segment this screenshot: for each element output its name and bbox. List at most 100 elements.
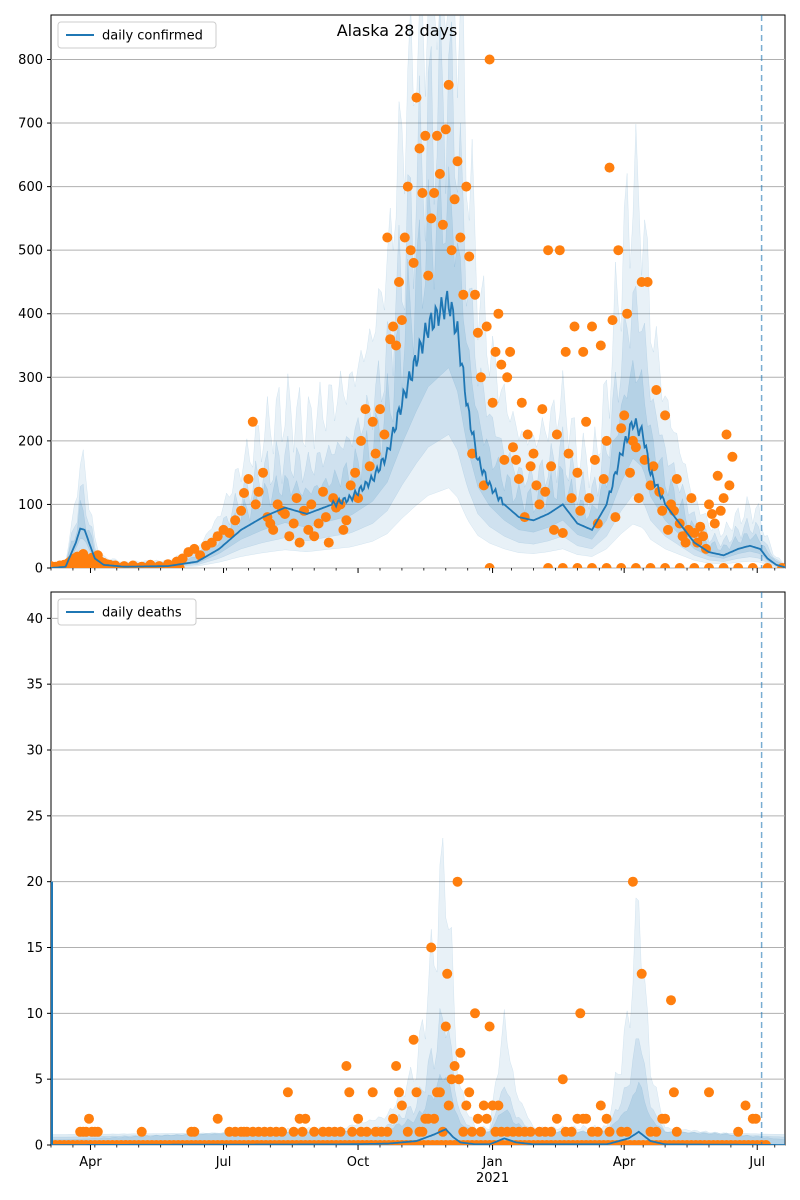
observed-point <box>341 1061 352 1071</box>
confirmed-y-axis: 0 100 200 300 400 500 600 700 800 <box>18 53 51 577</box>
observed-point <box>461 1100 472 1111</box>
observed-point <box>379 429 390 440</box>
y-tick-label: 35 <box>26 678 43 693</box>
observed-point-zero <box>674 563 685 568</box>
observed-point <box>601 1113 612 1124</box>
observed-point <box>566 1126 577 1137</box>
observed-point <box>587 321 597 332</box>
observed-point <box>461 181 472 192</box>
observed-point <box>595 340 606 351</box>
observed-point <box>367 416 378 427</box>
observed-point <box>253 486 264 497</box>
y-tick-label: 200 <box>18 434 43 449</box>
observed-point <box>627 876 638 887</box>
observed-point <box>572 467 583 478</box>
observed-point <box>581 416 592 427</box>
observed-point-zero <box>616 563 627 568</box>
observed-point <box>481 321 492 332</box>
observed-point <box>361 1126 372 1137</box>
observed-point <box>604 1126 615 1137</box>
observed-point <box>306 499 317 510</box>
y-tick-label: 20 <box>26 875 43 890</box>
confirmed-legend: daily confirmed <box>57 21 217 49</box>
observed-point <box>323 537 334 548</box>
observed-point <box>487 397 498 408</box>
observed-point <box>671 474 682 484</box>
observed-point <box>578 346 589 357</box>
observed-point <box>715 505 726 516</box>
observed-point <box>472 327 483 338</box>
observed-point <box>592 518 603 529</box>
observed-point <box>367 1087 378 1098</box>
confirmed-gridlines <box>51 58 785 569</box>
observed-point <box>557 528 568 538</box>
deaths-x-axis: Apr Jul Oct Jan Apr Jul 2021 <box>50 1145 776 1186</box>
x-tick-label: Apr <box>613 1155 636 1170</box>
x-tick-label: Jan <box>482 1155 503 1170</box>
observed-point <box>633 493 644 504</box>
x-tick-label: Apr <box>79 1155 102 1170</box>
observed-point <box>350 467 361 478</box>
observed-point <box>712 470 723 481</box>
x-tick-label: Jul <box>748 1155 765 1170</box>
deaths-legend: daily deaths <box>57 598 197 626</box>
observed-point <box>478 1100 489 1111</box>
observed-point <box>212 1113 223 1124</box>
observed-point <box>382 232 393 243</box>
observed-point <box>499 454 510 465</box>
observed-point-zero <box>761 1140 771 1145</box>
observed-point <box>236 505 247 516</box>
observed-point <box>563 448 574 459</box>
observed-point <box>411 1087 422 1098</box>
observed-point <box>625 467 635 478</box>
observed-point <box>282 1087 293 1098</box>
observed-point <box>420 130 431 141</box>
y-tick-label: 25 <box>26 809 43 824</box>
observed-point <box>414 143 425 154</box>
observed-point <box>472 1113 483 1124</box>
observed-point <box>733 1126 744 1137</box>
observed-point <box>613 245 624 256</box>
observed-point <box>288 1126 299 1137</box>
observed-point-zero <box>762 563 773 568</box>
observed-point <box>502 372 513 383</box>
observed-point <box>437 219 448 230</box>
observed-point <box>455 232 466 243</box>
observed-point-zero <box>572 563 583 568</box>
observed-point <box>695 521 706 532</box>
observed-point <box>575 505 586 516</box>
observed-point <box>177 553 188 564</box>
observed-point <box>408 257 419 268</box>
observed-point <box>224 528 235 538</box>
observed-point <box>622 1126 633 1137</box>
observed-point <box>394 277 404 287</box>
observed-point <box>718 493 729 504</box>
observed-point <box>551 1113 562 1124</box>
observed-point <box>651 385 662 395</box>
observed-point-zero <box>660 563 671 568</box>
y-tick-label: 5 <box>35 1073 43 1088</box>
observed-point <box>610 512 621 523</box>
observed-point <box>360 404 371 415</box>
observed-point <box>432 130 442 141</box>
observed-point <box>375 404 385 415</box>
observed-point <box>356 435 366 446</box>
confirmed-plot-frame <box>50 14 786 569</box>
observed-point <box>303 524 314 535</box>
observed-point <box>721 429 732 440</box>
observed-point-zero <box>601 563 612 568</box>
observed-point <box>750 1113 761 1124</box>
uncertainty-band-0 <box>51 15 785 568</box>
observed-point <box>706 509 717 519</box>
observed-point-zero <box>718 563 729 568</box>
observed-point <box>534 499 545 510</box>
y-tick-label: 100 <box>18 498 43 513</box>
observed-point <box>598 474 609 484</box>
confirmed-panel: 0 100 200 300 400 500 600 700 800 Alaska 28 days… <box>18 14 786 577</box>
observed-point <box>619 410 630 421</box>
model-line-path <box>51 1128 785 1145</box>
y-tick-label: 0 <box>35 562 43 577</box>
y-tick-label: 700 <box>18 117 43 132</box>
observed-point <box>442 968 453 979</box>
